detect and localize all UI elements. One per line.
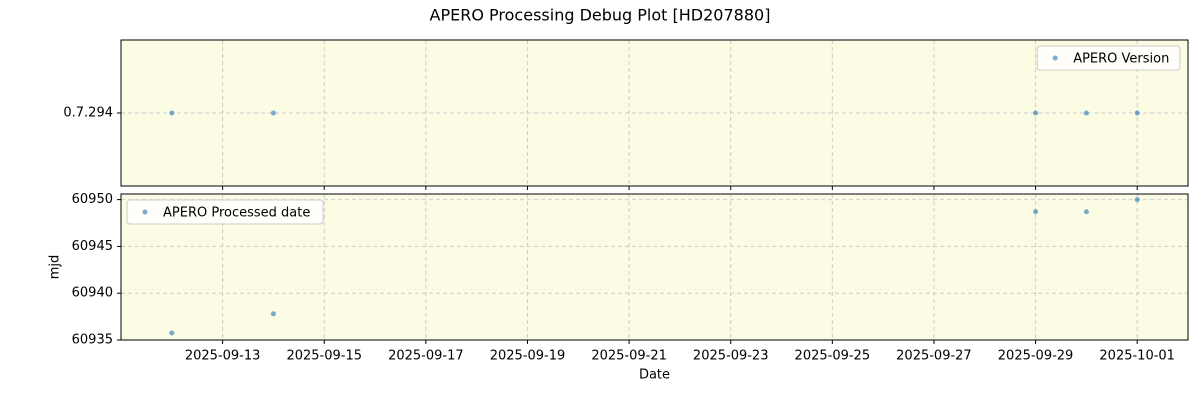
x-tick-label: 2025-09-15 [286,349,362,364]
point [1134,197,1140,203]
legend-marker [1052,55,1058,61]
legend-label: APERO Processed date [163,206,310,221]
figure-title: APERO Processing Debug Plot [HD207880] [430,6,771,25]
point [1134,110,1140,116]
x-axis-label: Date [639,368,670,383]
y-axis-label: mjd [48,255,63,280]
point [270,311,276,317]
x-tick-label: 2025-09-19 [490,349,566,364]
point [1083,209,1089,215]
point [1033,209,1039,215]
y-tick-label: 60945 [72,239,113,254]
x-tick-label: 2025-09-23 [693,349,769,364]
legend-box [126,199,324,225]
point [169,110,175,116]
y-tick-label: 60950 [72,192,113,207]
legend-label: APERO Version [1073,52,1169,67]
point [1033,110,1039,116]
x-tick-label: 2025-09-13 [185,349,261,364]
y-tick-label: 60940 [72,286,113,301]
x-tick-label: 2025-09-29 [998,349,1074,364]
plot-frame [120,193,1189,341]
x-tick-label: 2025-09-27 [896,349,972,364]
point [270,110,276,116]
x-tick-label: 2025-10-01 [1099,349,1175,364]
legend-box [1036,45,1181,71]
x-tick-label: 2025-09-21 [591,349,667,364]
plot-frame [120,39,1189,187]
y-tick-label: 0.7.294 [63,106,113,121]
legend-marker [142,209,148,215]
point [1083,110,1089,116]
x-tick-label: 2025-09-17 [388,349,464,364]
x-tick-label: 2025-09-25 [795,349,871,364]
y-tick-label: 60935 [72,333,113,348]
point [169,330,175,336]
